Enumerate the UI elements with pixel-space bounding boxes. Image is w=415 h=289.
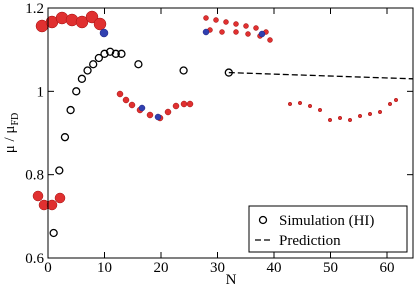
data-point — [117, 49, 126, 58]
data-point — [60, 133, 70, 142]
data-point — [66, 105, 75, 115]
legend-marker — [258, 215, 268, 225]
y-tick-label: 1.2 — [25, 1, 44, 17]
molecule-illustrations — [32, 10, 399, 211]
data-point — [77, 74, 87, 83]
data-point — [94, 53, 104, 63]
data-point — [111, 49, 120, 58]
data-point — [83, 66, 92, 75]
y-axis-label-subscript: FD — [10, 113, 21, 126]
data-point — [55, 166, 64, 175]
x-tick-label: 50 — [323, 260, 338, 276]
legend-label: Prediction — [279, 233, 341, 249]
y-tick-label: 0.6 — [25, 251, 44, 267]
data-point — [49, 228, 58, 238]
x-tick-label: 40 — [267, 260, 282, 276]
x-tick-label: 20 — [154, 260, 169, 276]
legend: Simulation (HI) Prediction — [248, 205, 408, 253]
x-tick-label: 30 — [210, 260, 225, 276]
data-point — [72, 87, 81, 96]
prediction-line — [228, 71, 414, 80]
legend-box — [248, 205, 408, 253]
data-point — [100, 49, 109, 58]
data-point — [134, 60, 143, 69]
plot-frame — [47, 7, 414, 259]
data-point — [106, 47, 115, 56]
data-point — [179, 66, 188, 75]
y-tick-label: 0.8 — [25, 168, 44, 184]
legend-label: Simulation (HI) — [279, 213, 374, 229]
y-axis-label-text: μ / μ — [2, 126, 18, 154]
x-tick-label: 0 — [44, 260, 52, 276]
x-tick-label: 60 — [380, 260, 395, 276]
y-tick-label: 1 — [37, 84, 45, 100]
y-axis-label: μ / μFD — [2, 113, 21, 154]
x-tick-label: 10 — [97, 260, 112, 276]
x-axis-label: N — [226, 272, 237, 288]
data-point — [89, 60, 98, 69]
